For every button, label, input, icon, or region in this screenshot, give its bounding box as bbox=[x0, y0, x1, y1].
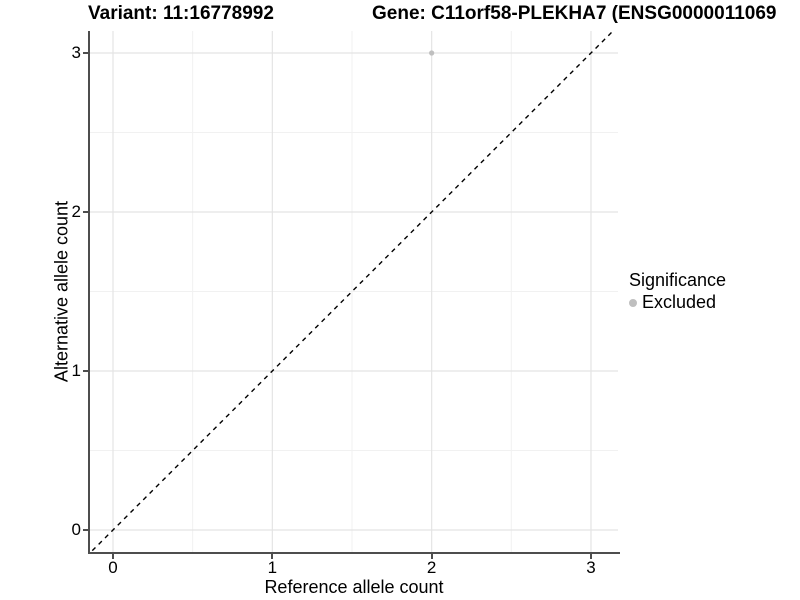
legend-title: Significance bbox=[629, 270, 727, 290]
x-tick-label: 1 bbox=[267, 558, 278, 577]
y-axis-title: Alternative allele count bbox=[51, 200, 72, 383]
legend: Significance Excluded bbox=[629, 270, 726, 313]
x-axis-line bbox=[88, 552, 620, 554]
plot-panel bbox=[90, 31, 618, 553]
x-tick-mark bbox=[112, 554, 114, 559]
legend-item-excluded: Excluded bbox=[629, 292, 726, 313]
x-tick-label: 3 bbox=[586, 558, 596, 577]
x-tick-label: 0 bbox=[108, 558, 118, 577]
y-tick-label: 0 bbox=[71, 520, 81, 539]
y-tick-mark bbox=[83, 52, 88, 54]
y-tick-label: 1 bbox=[71, 361, 81, 380]
circle-icon bbox=[629, 298, 637, 307]
y-tick-mark bbox=[83, 211, 88, 213]
y-tick-label: 3 bbox=[71, 43, 81, 62]
legend-item-label: Excluded bbox=[642, 292, 717, 312]
x-tick-mark bbox=[589, 554, 592, 559]
y-tick-label: 2 bbox=[71, 202, 81, 221]
y-tick-mark bbox=[83, 529, 88, 531]
variant-title: Variant: 11:16778992 bbox=[88, 3, 274, 24]
identity-line bbox=[90, 31, 615, 553]
x-tick-mark bbox=[271, 554, 274, 559]
plot-area-svg bbox=[90, 31, 618, 553]
x-axis-title: Reference allele count bbox=[264, 577, 444, 597]
y-axis-line bbox=[88, 31, 90, 554]
y-tick-mark bbox=[83, 370, 88, 372]
x-tick-label: 2 bbox=[426, 558, 437, 577]
gene-title: Gene: C11orf58-PLEKHA7 (ENSG0000011069 bbox=[372, 3, 777, 24]
x-tick-mark bbox=[430, 554, 433, 559]
data-point bbox=[429, 50, 435, 56]
